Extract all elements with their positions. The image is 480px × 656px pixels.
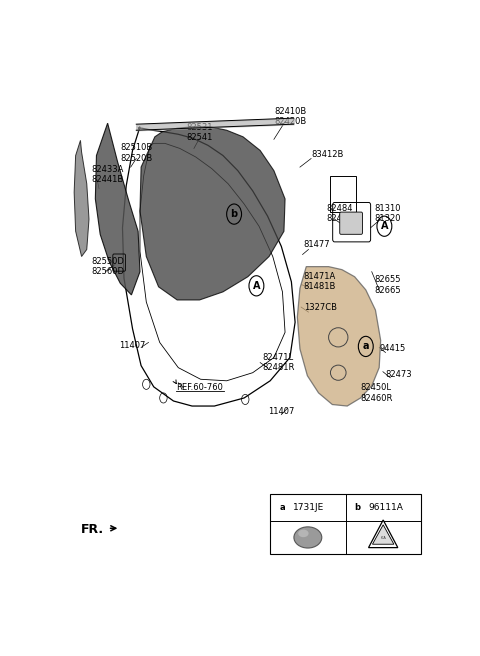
Text: A: A: [252, 281, 260, 291]
Polygon shape: [74, 140, 89, 256]
Text: b: b: [354, 503, 360, 512]
Text: 96111A: 96111A: [369, 503, 404, 512]
Text: 82473: 82473: [385, 370, 412, 379]
Text: 82450L
82460R: 82450L 82460R: [360, 383, 393, 403]
Text: a: a: [362, 341, 369, 352]
Text: KIA: KIA: [380, 537, 386, 541]
FancyBboxPatch shape: [340, 212, 362, 234]
Text: 94415: 94415: [379, 344, 406, 354]
Text: 82484
82494A: 82484 82494A: [326, 204, 358, 223]
Text: 83412B: 83412B: [311, 150, 344, 159]
Text: REF.60-760: REF.60-760: [176, 383, 223, 392]
Text: 1731JE: 1731JE: [293, 503, 324, 512]
Polygon shape: [369, 520, 398, 548]
Polygon shape: [297, 266, 381, 406]
Polygon shape: [96, 123, 140, 295]
Text: b: b: [230, 209, 238, 219]
Text: 11407: 11407: [120, 341, 146, 350]
Text: 82531
82541: 82531 82541: [186, 123, 213, 142]
Text: FR.: FR.: [81, 523, 104, 536]
Text: a: a: [279, 503, 285, 512]
Text: 82410B
82420B: 82410B 82420B: [275, 107, 307, 127]
Text: 81471A
81481B: 81471A 81481B: [304, 272, 336, 291]
Polygon shape: [140, 127, 285, 300]
Text: 11407: 11407: [268, 407, 295, 416]
Text: 81477: 81477: [304, 240, 330, 249]
Text: 1327CB: 1327CB: [304, 302, 336, 312]
Ellipse shape: [294, 527, 322, 548]
Text: 81310
81320: 81310 81320: [374, 204, 401, 223]
Text: 82510B
82520B: 82510B 82520B: [120, 143, 152, 163]
Text: 82471L
82481R: 82471L 82481R: [263, 353, 295, 373]
Text: A: A: [381, 221, 388, 231]
FancyBboxPatch shape: [270, 494, 421, 554]
Text: 82433A
82441B: 82433A 82441B: [92, 165, 124, 184]
Text: 82550D
82560D: 82550D 82560D: [92, 257, 125, 276]
Polygon shape: [372, 525, 394, 544]
Text: 82655
82665: 82655 82665: [374, 275, 401, 295]
Ellipse shape: [298, 529, 309, 537]
